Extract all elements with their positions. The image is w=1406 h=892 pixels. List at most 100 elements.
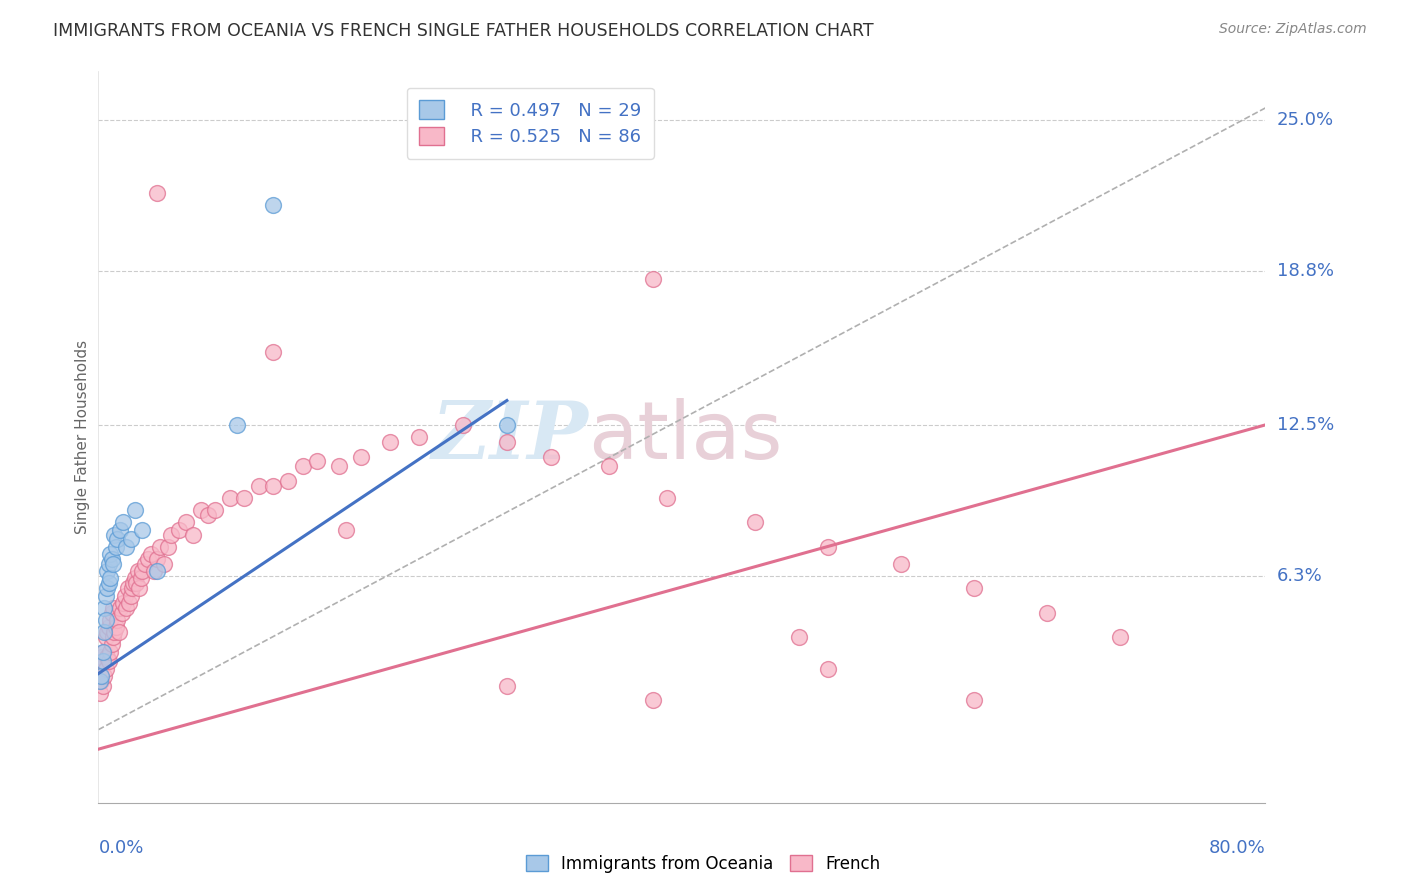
Point — [153, 557, 176, 571]
Point — [146, 552, 169, 566]
Point — [117, 581, 139, 595]
Point — [131, 564, 153, 578]
Point — [817, 662, 839, 676]
Point — [89, 662, 111, 676]
Point — [115, 600, 138, 615]
Point — [90, 669, 112, 683]
Point — [101, 557, 124, 571]
Point — [90, 673, 112, 688]
Point — [124, 503, 146, 517]
Point — [149, 540, 172, 554]
Point — [641, 693, 664, 707]
Point — [98, 613, 121, 627]
Point — [307, 454, 329, 468]
Point — [131, 523, 153, 537]
Point — [262, 198, 284, 212]
Point — [277, 474, 299, 488]
Point — [641, 271, 664, 285]
Point — [136, 552, 159, 566]
Point — [97, 654, 120, 668]
Point — [96, 625, 118, 640]
Text: atlas: atlas — [589, 398, 783, 476]
Point — [101, 630, 124, 644]
Point — [120, 533, 142, 547]
Point — [328, 459, 350, 474]
Point — [197, 508, 219, 522]
Point — [128, 581, 150, 595]
Text: 6.3%: 6.3% — [1277, 567, 1322, 585]
Point — [112, 596, 135, 610]
Text: 25.0%: 25.0% — [1277, 112, 1334, 129]
Point — [190, 503, 212, 517]
Text: Source: ZipAtlas.com: Source: ZipAtlas.com — [1219, 22, 1367, 37]
Legend: Immigrants from Oceania, French: Immigrants from Oceania, French — [519, 848, 887, 880]
Point — [96, 649, 118, 664]
Point — [100, 606, 122, 620]
Point — [98, 645, 121, 659]
Point — [291, 459, 314, 474]
Text: IMMIGRANTS FROM OCEANIA VS FRENCH SINGLE FATHER HOUSEHOLDS CORRELATION CHART: IMMIGRANTS FROM OCEANIA VS FRENCH SINGLE… — [53, 22, 875, 40]
Point — [146, 186, 169, 201]
Text: 80.0%: 80.0% — [1209, 838, 1265, 857]
Y-axis label: Single Father Households: Single Father Households — [75, 340, 90, 534]
Point — [218, 491, 240, 505]
Point — [91, 645, 114, 659]
Point — [451, 417, 474, 432]
Point — [93, 645, 115, 659]
Point — [124, 572, 146, 586]
Point — [100, 552, 122, 566]
Point — [112, 516, 135, 530]
Point — [496, 417, 519, 432]
Point — [233, 491, 256, 505]
Point — [350, 450, 373, 464]
Point — [134, 557, 156, 571]
Point — [91, 654, 114, 668]
Point — [160, 527, 183, 541]
Point — [101, 600, 124, 615]
Point — [408, 430, 430, 444]
Point — [129, 572, 152, 586]
Text: 18.8%: 18.8% — [1277, 262, 1333, 280]
Point — [104, 540, 127, 554]
Point — [540, 450, 562, 464]
Point — [174, 516, 197, 530]
Point — [890, 557, 912, 571]
Point — [121, 581, 143, 595]
Point — [110, 600, 132, 615]
Point — [98, 547, 121, 561]
Point — [122, 576, 145, 591]
Point — [96, 581, 118, 595]
Point — [114, 589, 136, 603]
Point — [93, 625, 115, 640]
Point — [127, 564, 149, 578]
Point — [167, 523, 190, 537]
Point — [94, 630, 117, 644]
Point — [93, 669, 115, 683]
Point — [962, 581, 984, 595]
Point — [110, 523, 132, 537]
Point — [262, 344, 284, 359]
Point — [787, 630, 810, 644]
Point — [262, 479, 284, 493]
Point — [247, 479, 270, 493]
Point — [226, 417, 249, 432]
Point — [1108, 630, 1130, 644]
Legend:   R = 0.497   N = 29,   R = 0.525   N = 86: R = 0.497 N = 29, R = 0.525 N = 86 — [406, 87, 654, 159]
Point — [657, 491, 679, 505]
Point — [97, 620, 120, 634]
Point — [103, 625, 125, 640]
Point — [496, 679, 519, 693]
Text: 0.0%: 0.0% — [98, 838, 143, 857]
Point — [125, 576, 148, 591]
Point — [94, 662, 117, 676]
Point — [100, 637, 122, 651]
Point — [118, 596, 141, 610]
Point — [115, 540, 138, 554]
Point — [817, 540, 839, 554]
Point — [146, 564, 169, 578]
Point — [105, 613, 128, 627]
Point — [496, 434, 519, 449]
Point — [108, 625, 131, 640]
Point — [1035, 606, 1057, 620]
Point — [157, 540, 180, 554]
